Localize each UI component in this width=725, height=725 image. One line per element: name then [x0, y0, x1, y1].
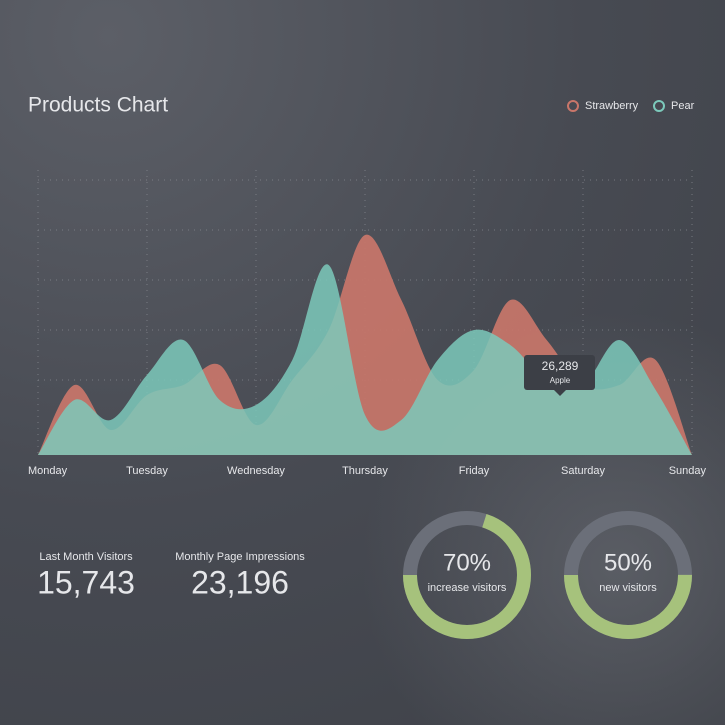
donut-arc [564, 511, 692, 639]
x-tick-label: Thursday [342, 465, 388, 477]
x-tick-label: Tuesday [126, 465, 168, 477]
x-tick-label: Monday [28, 465, 68, 477]
stat-value: 23,196 [191, 564, 289, 600]
donut-value: 50% [604, 549, 652, 576]
donut-value: 70% [443, 549, 491, 576]
area-pear [38, 264, 692, 455]
stat-label: Last Month Visitors [39, 551, 133, 563]
stat-label: Monthly Page Impressions [175, 551, 305, 563]
chart-title: Products Chart [28, 94, 168, 117]
x-tick-label: Saturday [561, 465, 606, 477]
donut-arc [403, 511, 531, 639]
tooltip: 26,289 Apple [524, 355, 595, 396]
tooltip-box [524, 355, 595, 390]
legend-swatch [567, 100, 579, 112]
x-tick-label: Wednesday [227, 465, 285, 477]
stat-value: 15,743 [37, 564, 135, 600]
tooltip-pointer [554, 390, 566, 396]
x-tick-label: Sunday [669, 465, 707, 477]
donut-label: increase visitors [428, 582, 507, 594]
tooltip-label: Apple [550, 376, 571, 385]
legend-label: Pear [671, 100, 695, 112]
donut-label: new visitors [599, 582, 657, 594]
legend-swatch [653, 100, 665, 112]
legend-label: Strawberry [585, 100, 639, 112]
tooltip-value: 26,289 [542, 359, 579, 373]
x-tick-label: Friday [459, 465, 490, 477]
